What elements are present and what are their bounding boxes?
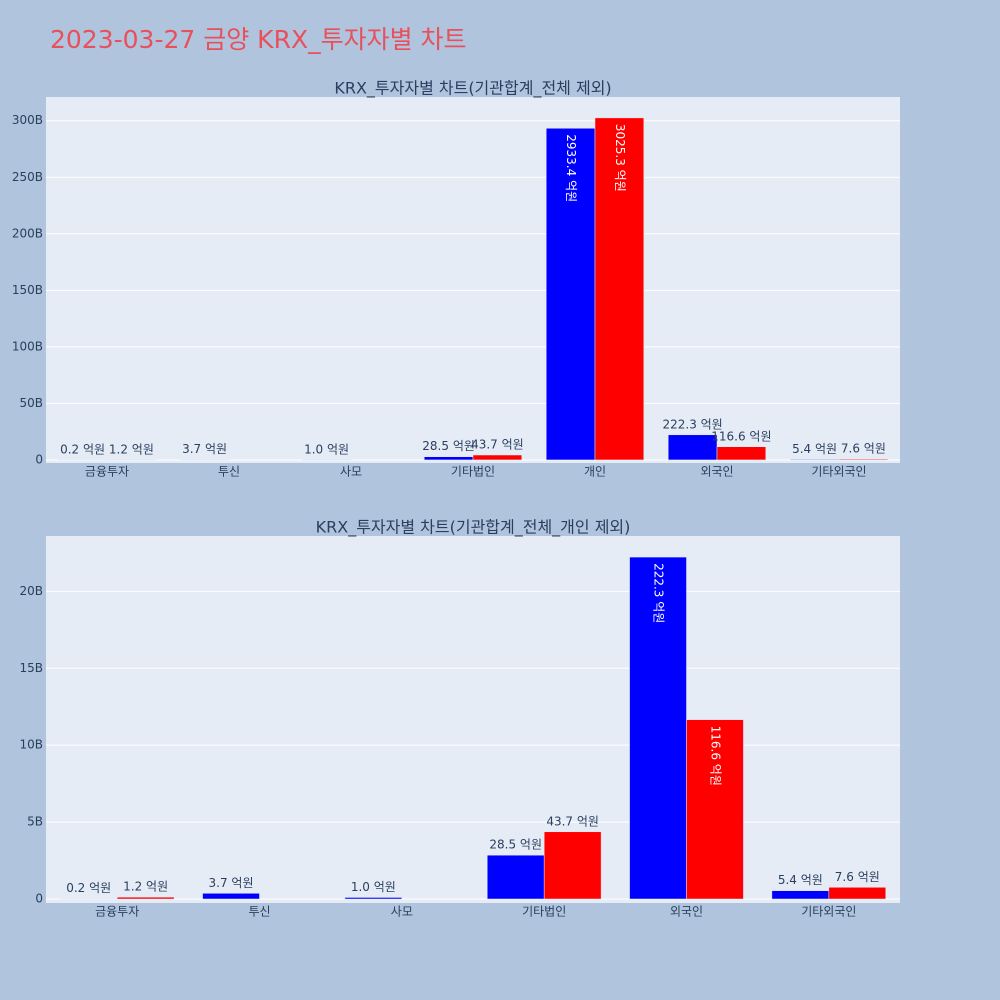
bar bbox=[716, 446, 767, 461]
value-label: 3025.3 억원 bbox=[613, 124, 627, 192]
value-label: 116.6 억원 bbox=[711, 429, 771, 443]
bar bbox=[423, 456, 474, 461]
bar bbox=[344, 897, 403, 900]
y-tick-label: 0 bbox=[35, 452, 43, 466]
value-label: 0.2 억원 bbox=[66, 881, 111, 895]
chart-title: KRX_투자자별 차트(기관합계_전체 제외) bbox=[334, 79, 611, 99]
bar bbox=[838, 458, 889, 461]
value-label: 1.0 억원 bbox=[304, 442, 349, 456]
x-tick-label: 사모 bbox=[391, 905, 413, 919]
bar bbox=[202, 893, 260, 900]
bar bbox=[594, 117, 645, 461]
y-tick-label: 150B bbox=[12, 283, 43, 297]
value-label: 28.5 억원 bbox=[489, 838, 542, 852]
y-tick-label: 100B bbox=[12, 339, 43, 353]
y-tick-label: 5B bbox=[27, 815, 43, 829]
x-tick-label: 기타외국인 bbox=[801, 905, 856, 919]
value-label: 43.7 억원 bbox=[471, 438, 524, 452]
x-tick-label: 기타법인 bbox=[451, 465, 495, 479]
bar bbox=[116, 896, 175, 900]
x-tick-label: 사모 bbox=[340, 465, 362, 479]
y-tick-label: 300B bbox=[12, 113, 43, 127]
bar bbox=[771, 890, 830, 900]
value-label: 5.4 억원 bbox=[778, 873, 823, 887]
y-tick-label: 200B bbox=[12, 226, 43, 240]
bar bbox=[486, 854, 545, 900]
value-label: 7.6 억원 bbox=[841, 442, 886, 456]
x-tick-label: 기타외국인 bbox=[811, 465, 866, 479]
value-label: 1.2 억원 bbox=[123, 880, 168, 894]
value-label: 3.7 억원 bbox=[182, 442, 227, 456]
bar bbox=[543, 831, 602, 900]
plot-area bbox=[46, 536, 900, 903]
x-tick-label: 개인 bbox=[584, 465, 606, 479]
plot-area bbox=[46, 97, 900, 463]
bar bbox=[629, 556, 687, 900]
y-tick-label: 50B bbox=[19, 396, 43, 410]
value-label: 0.2 억원 bbox=[60, 442, 105, 456]
x-tick-label: 금융투자 bbox=[95, 905, 139, 919]
value-label: 7.6 억원 bbox=[835, 870, 880, 884]
x-tick-label: 외국인 bbox=[700, 465, 733, 479]
bar bbox=[545, 128, 596, 461]
bar bbox=[472, 454, 523, 461]
y-tick-label: 10B bbox=[19, 738, 43, 752]
bar bbox=[686, 719, 744, 900]
value-label: 1.0 억원 bbox=[351, 880, 396, 894]
x-tick-label: 투신 bbox=[218, 465, 240, 479]
value-label: 43.7 억원 bbox=[546, 814, 599, 828]
x-tick-label: 기타법인 bbox=[522, 905, 566, 919]
value-label: 5.4 억원 bbox=[792, 442, 837, 456]
x-tick-label: 투신 bbox=[248, 905, 270, 919]
bar bbox=[828, 887, 887, 900]
value-label: 222.3 억원 bbox=[662, 417, 722, 431]
x-tick-label: 금융투자 bbox=[85, 465, 129, 479]
value-label: 222.3 억원 bbox=[652, 563, 666, 623]
bar bbox=[667, 434, 718, 461]
chart-title: KRX_투자자별 차트(기관합계_전체_개인 제외) bbox=[316, 518, 631, 538]
value-label: 3.7 억원 bbox=[209, 876, 254, 890]
value-label: 28.5 억원 bbox=[422, 439, 475, 453]
page-title: 2023-03-27 금양 KRX_투자자별 차트 bbox=[50, 25, 467, 54]
y-tick-label: 250B bbox=[12, 170, 43, 184]
x-tick-label: 외국인 bbox=[670, 905, 703, 919]
value-label: 1.2 억원 bbox=[109, 442, 154, 456]
value-label: 2933.4 억원 bbox=[564, 134, 578, 202]
bar bbox=[789, 459, 840, 461]
y-tick-label: 0 bbox=[35, 892, 43, 906]
value-label: 116.6 억원 bbox=[708, 726, 722, 786]
y-tick-label: 20B bbox=[19, 584, 43, 598]
y-tick-label: 15B bbox=[19, 661, 43, 675]
